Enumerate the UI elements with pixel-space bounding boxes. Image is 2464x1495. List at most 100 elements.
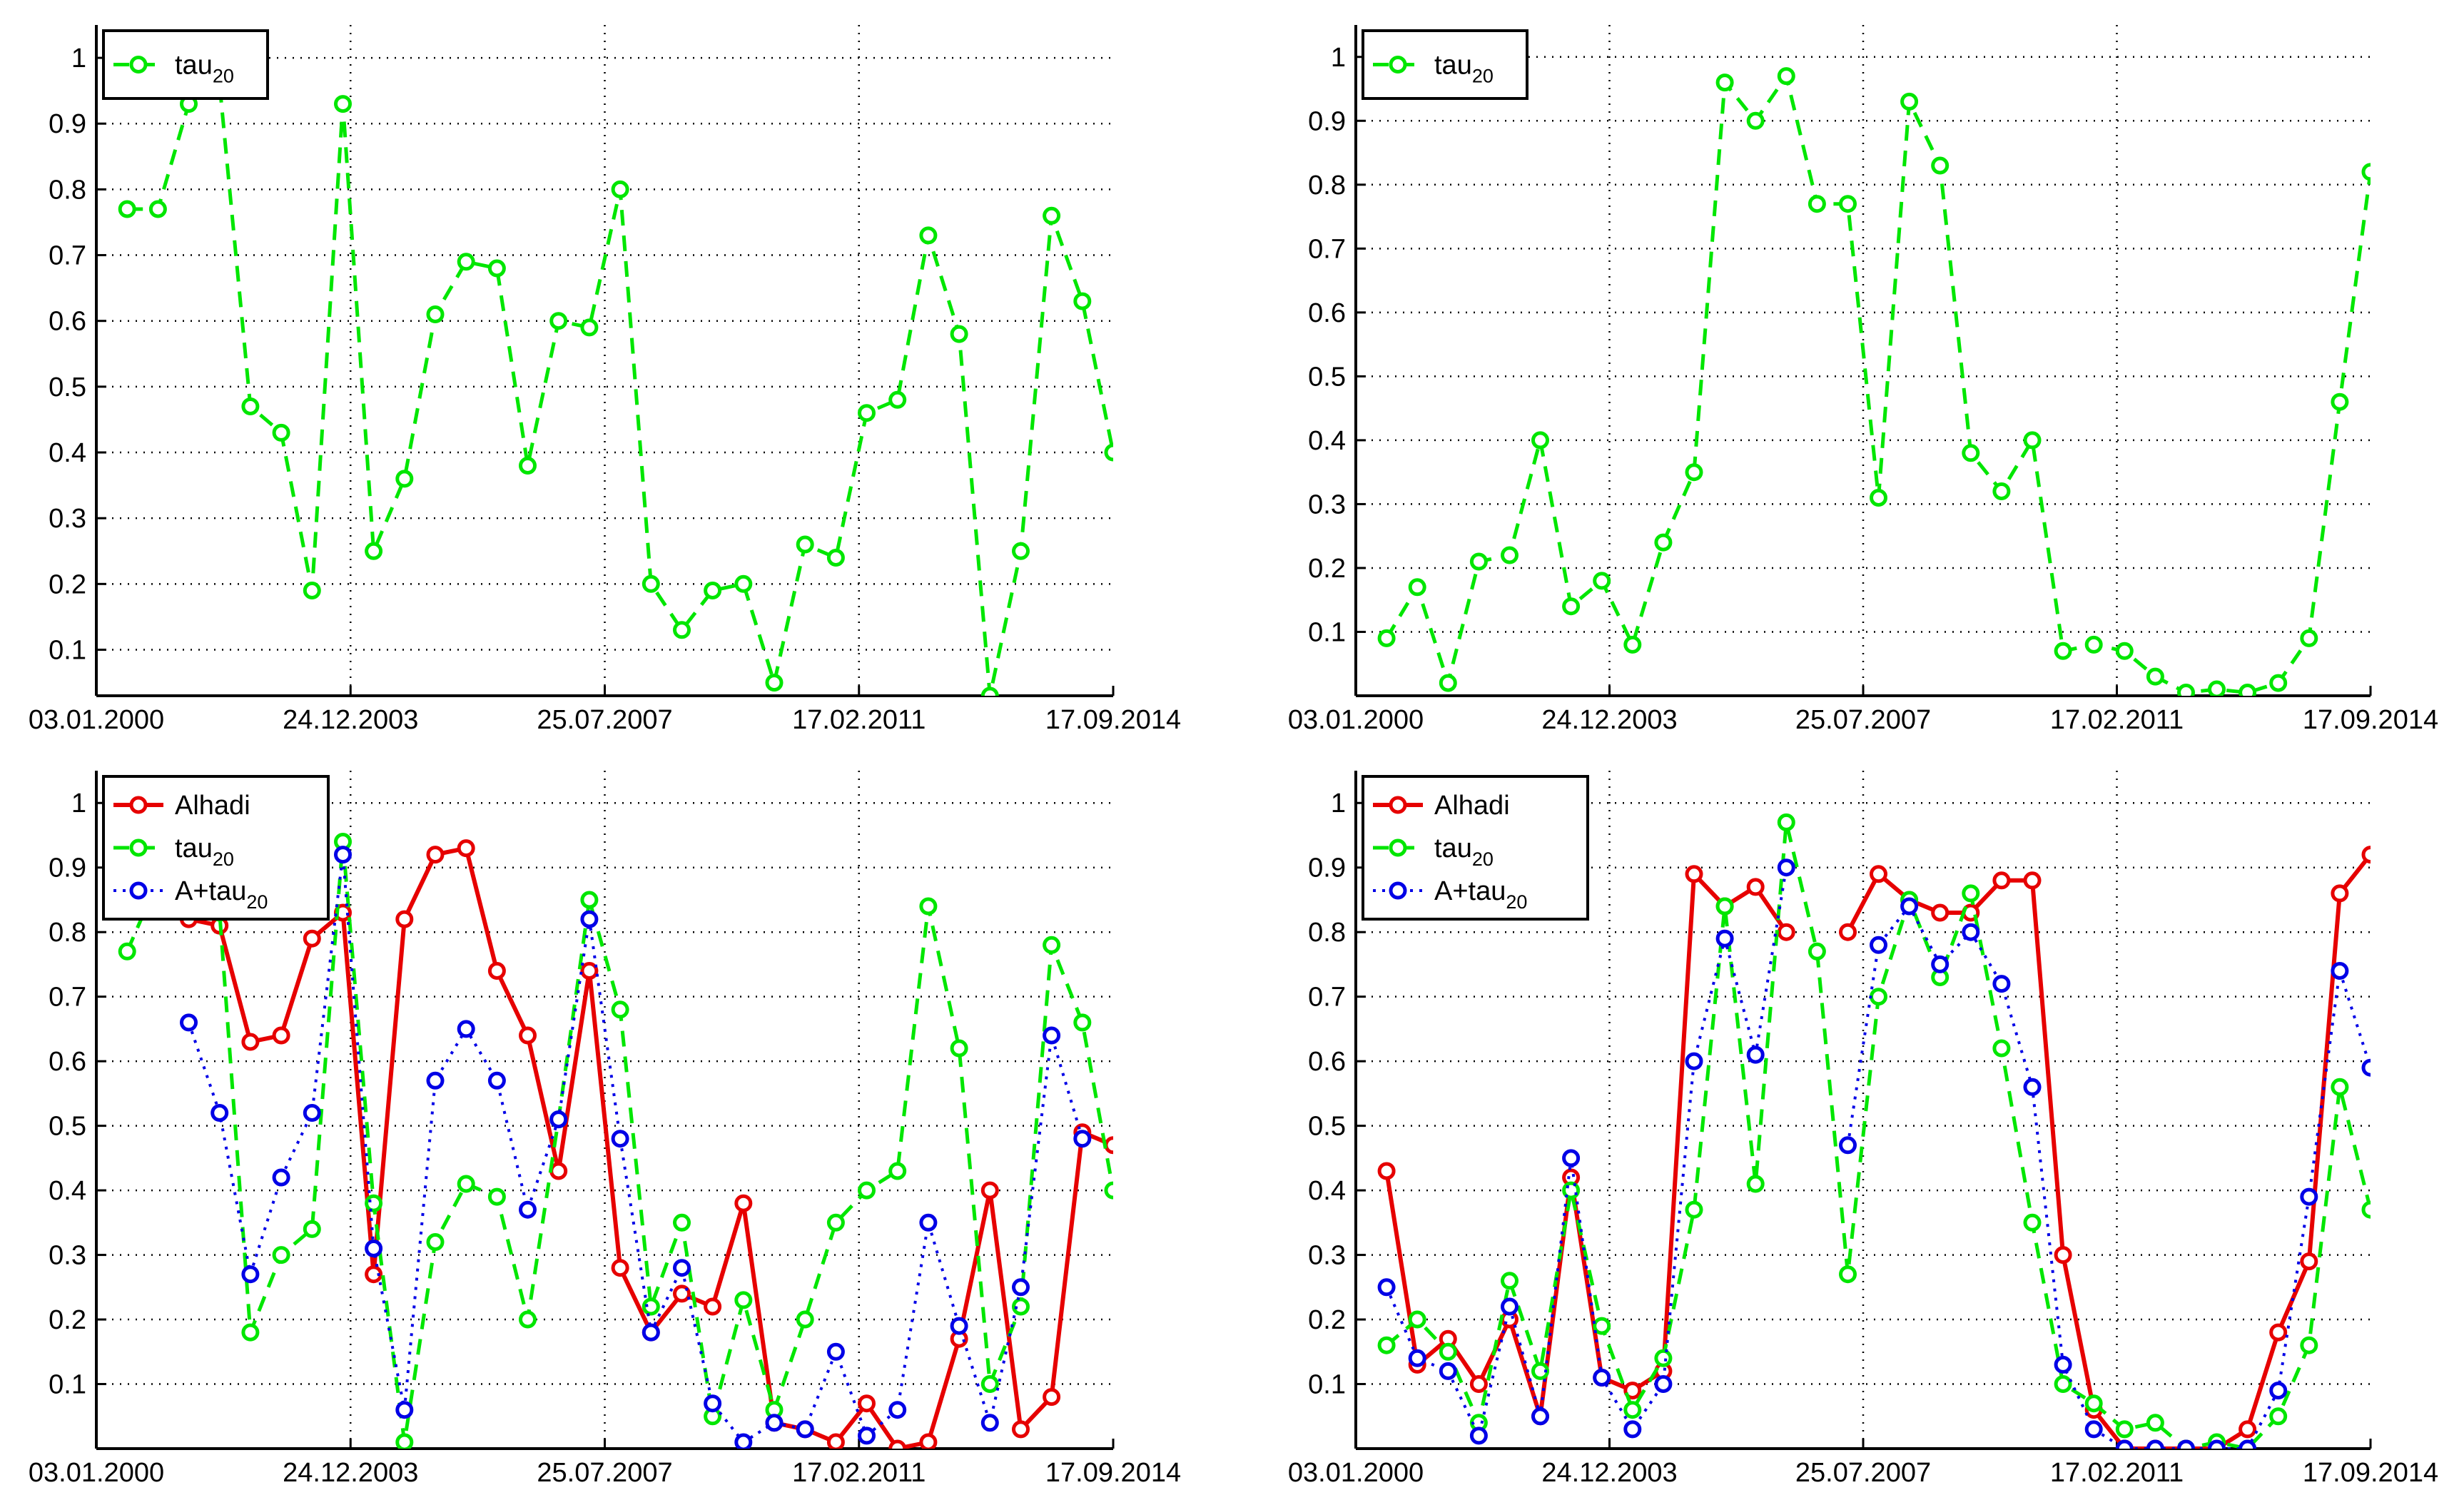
data-point	[1962, 884, 1980, 903]
x-tick-label: 17.09.2014	[2303, 1458, 2438, 1488]
data-point	[365, 1265, 383, 1284]
data-point	[826, 1213, 845, 1232]
data-point	[1377, 1162, 1396, 1180]
data-point	[1931, 903, 1950, 922]
series-a-tau	[180, 846, 1092, 1449]
data-point	[2054, 642, 2072, 660]
y-tick-label: 0.3	[49, 504, 86, 534]
data-point	[487, 259, 506, 278]
data-point	[734, 1194, 753, 1212]
data-point	[611, 1130, 629, 1148]
data-point	[2331, 392, 2349, 411]
legend-marker	[129, 796, 148, 814]
data-point	[241, 397, 260, 415]
data-point	[457, 1020, 475, 1038]
y-tick-label: 0.1	[1308, 617, 1346, 647]
data-point	[426, 846, 445, 864]
data-point	[1073, 1130, 1092, 1148]
data-point	[1839, 923, 1857, 941]
data-point	[2115, 1420, 2134, 1439]
y-tick-label: 0.2	[49, 569, 86, 599]
data-point	[2361, 1058, 2371, 1077]
data-point	[673, 1213, 691, 1232]
data-point	[334, 95, 352, 113]
data-point	[241, 1323, 260, 1342]
y-tick-label: 0.5	[49, 1112, 86, 1142]
panel-top-left: 03.01.2000 24.12.2003 25.07.2007 17.02.2011…	[29, 25, 1181, 735]
data-point	[2146, 1414, 2164, 1432]
x-tick-label: 17.02.2011	[2050, 705, 2184, 735]
data-point	[796, 535, 814, 554]
y-tick-label: 0.7	[49, 241, 86, 271]
data-point	[1408, 1349, 1426, 1367]
data-point	[2300, 1252, 2318, 1271]
data-point	[888, 390, 907, 409]
data-point	[1593, 572, 1611, 590]
data-point	[1043, 936, 1061, 954]
data-point	[2300, 1187, 2318, 1206]
data-point	[395, 1401, 414, 1419]
data-point	[2115, 1439, 2134, 1449]
data-point	[1439, 1342, 1457, 1361]
data-point	[334, 846, 352, 864]
data-point	[241, 1265, 260, 1284]
data-point	[2146, 667, 2164, 686]
y-tick-label: 0.7	[49, 983, 86, 1013]
data-point	[457, 253, 475, 271]
data-point	[1408, 1310, 1426, 1329]
data-point	[2208, 680, 2226, 696]
data-point	[2300, 629, 2318, 647]
data-point	[1962, 923, 1980, 941]
data-point	[1469, 1426, 1488, 1445]
data-point	[2331, 1078, 2349, 1096]
data-point	[1501, 546, 1519, 564]
y-tick-label: 0.1	[1308, 1370, 1346, 1400]
x-tick-label: 17.09.2014	[1045, 705, 1181, 735]
data-point	[1962, 444, 1980, 462]
data-point	[303, 1220, 321, 1238]
data-point	[365, 1240, 383, 1257]
data-point	[888, 1401, 907, 1419]
data-point	[211, 1104, 229, 1122]
data-point	[919, 1213, 938, 1232]
data-point	[642, 1297, 660, 1316]
data-point	[1104, 443, 1113, 462]
data-point	[673, 621, 691, 639]
y-tick-label: 0.7	[1308, 234, 1346, 264]
y-tick-label: 0.9	[49, 109, 86, 139]
y-tick-label: 0.4	[49, 1176, 86, 1206]
data-point	[1931, 955, 1950, 973]
data-point	[1073, 1013, 1092, 1032]
x-tick-label: 25.07.2007	[1795, 1458, 1931, 1488]
data-point	[2239, 1439, 2257, 1449]
data-point	[1839, 1265, 1857, 1284]
x-tick-label: 03.01.2000	[1288, 1458, 1424, 1488]
data-point	[580, 910, 599, 928]
legend-marker	[1389, 56, 1407, 74]
data-point	[919, 226, 938, 245]
data-point	[2084, 635, 2103, 654]
panel-top-right: 03.01.2000 24.12.2003 25.07.2007 17.02.2011…	[1288, 25, 2438, 735]
data-point	[826, 1342, 845, 1361]
data-point	[1531, 1407, 1549, 1426]
data-point	[1808, 195, 1826, 213]
data-point	[1104, 1181, 1113, 1200]
data-point	[487, 1187, 506, 1206]
data-point	[1377, 1278, 1396, 1297]
data-point	[395, 910, 414, 928]
data-point	[980, 1181, 999, 1200]
data-point	[1870, 936, 1887, 954]
data-point	[980, 1375, 999, 1393]
y-tick-label: 0.9	[49, 853, 86, 883]
data-point	[519, 1026, 537, 1045]
data-point	[1377, 629, 1396, 647]
data-point	[1408, 578, 1426, 597]
data-point	[1043, 1026, 1061, 1045]
data-point	[950, 1039, 968, 1058]
data-point	[1012, 1278, 1030, 1297]
data-point	[395, 1433, 414, 1449]
data-point	[826, 549, 845, 567]
data-point	[1654, 1375, 1673, 1393]
data-point	[272, 423, 290, 442]
x-tick-label: 17.09.2014	[2303, 705, 2438, 735]
